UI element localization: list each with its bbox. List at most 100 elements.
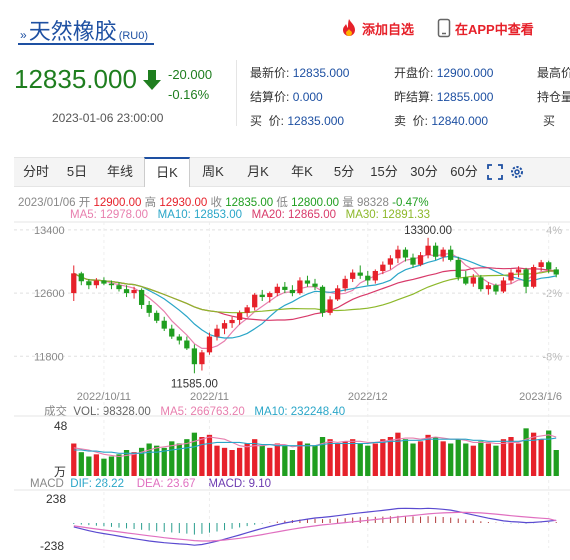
ask-value: 12840.000 <box>431 114 489 128</box>
hold-label: 持仓量 <box>537 90 570 104</box>
period-tabs: 分时 5日 年线 日K 周K 月K 年K 5分 15分 30分 60分 <box>14 157 570 187</box>
candle-body <box>259 294 265 298</box>
high-label: 最高价 <box>537 66 570 80</box>
volume-bar <box>448 443 454 476</box>
volume-bar <box>334 443 341 476</box>
candle-body <box>478 277 484 290</box>
candle-body <box>357 272 363 276</box>
candle-body <box>387 258 394 265</box>
ma30-value: MA30: 12891.33 <box>345 209 431 221</box>
tab-5min[interactable]: 5分 <box>333 164 355 179</box>
date-axis-label: 2022/11 <box>190 391 229 403</box>
volume-info: 成交 VOL: 98328.00 MA5: 266763.20 MA10: 23… <box>44 403 345 419</box>
volume-bar <box>131 452 137 476</box>
latest-value: 12835.000 <box>292 66 350 80</box>
volume-bar <box>267 447 273 476</box>
volume-bar <box>274 443 280 476</box>
candle-body <box>297 280 303 294</box>
arrow-down-icon <box>143 70 161 90</box>
open-label: 开盘价: <box>394 66 434 80</box>
ohlc-vol-label: 量 <box>342 197 354 209</box>
bid2-label: 买 <box>543 114 556 128</box>
ma5-value: MA5: 12978.00 <box>70 209 149 221</box>
candle-body <box>350 272 356 279</box>
tab-60min[interactable]: 60分 <box>450 164 478 179</box>
volume-bar <box>282 445 288 476</box>
volume-bar <box>417 441 424 476</box>
ohlc-vol: 98328 <box>356 197 389 209</box>
prev-settle-label: 昨结算: <box>394 90 434 104</box>
volume-bar <box>101 458 107 476</box>
tab-intraday[interactable]: 分时 <box>22 164 49 179</box>
tab-5day[interactable]: 5日 <box>66 164 88 179</box>
candle-body <box>365 275 371 281</box>
fullscreen-icon[interactable] <box>484 164 506 180</box>
change-percent: -0.16% <box>168 87 210 102</box>
volume-bar <box>508 437 514 476</box>
candle-body <box>146 304 152 313</box>
macd-dea-line <box>73 511 557 542</box>
ohlc-close: 12835.00 <box>225 197 274 209</box>
macd-dif-line <box>73 507 557 546</box>
tab-weekly-k[interactable]: 周K <box>202 164 224 179</box>
volume-bar <box>252 439 258 476</box>
volume-bar <box>236 447 243 476</box>
volume-bar <box>304 443 311 476</box>
volume-bar <box>530 432 537 476</box>
tab-yearline[interactable]: 年线 <box>106 164 133 179</box>
settle-label: 结算价: <box>250 90 290 104</box>
candle-body <box>138 289 145 305</box>
add-watchlist-button[interactable]: 添加自选 <box>340 18 414 38</box>
candle-body <box>161 320 167 329</box>
volume-tick-label: 48 <box>54 419 68 433</box>
instrument-title: » 天然橡胶 (RU0) <box>20 14 148 46</box>
tab-15min[interactable]: 15分 <box>370 164 398 179</box>
macd-tick-label: 238 <box>46 492 66 506</box>
volume-bar <box>154 445 160 476</box>
candle-body <box>289 289 296 294</box>
price-tick-label: 12600 <box>34 288 65 300</box>
quote-divider <box>236 60 237 126</box>
macd-value: MACD: 9.10 <box>208 478 271 490</box>
candle-body <box>410 257 416 265</box>
candle-body <box>327 299 333 313</box>
prev-settle-value: 12855.000 <box>436 90 494 104</box>
volume-bar <box>199 437 205 476</box>
tab-yearly-k[interactable]: 年K <box>291 164 313 179</box>
candle-body <box>538 262 544 268</box>
settings-icon[interactable] <box>506 164 528 180</box>
price-tick-label: 11800 <box>34 351 64 363</box>
candle-body <box>267 293 273 298</box>
candle-body <box>493 285 499 292</box>
tab-monthly-k[interactable]: 月K <box>247 164 269 179</box>
tab-daily-k[interactable]: 日K <box>144 157 190 187</box>
volume-ma10-line <box>73 437 557 454</box>
volume-bar <box>455 439 461 476</box>
candle-body <box>123 289 130 294</box>
volume-bar <box>350 439 356 476</box>
ma30-line <box>73 269 557 314</box>
high-annotation: 13300.00 <box>404 225 452 237</box>
candle-body <box>86 281 92 286</box>
page-header: » 天然橡胶 (RU0) 添加自选 在APP中查看 <box>0 0 570 46</box>
view-in-app-label: 在APP中查看 <box>455 21 534 37</box>
candle-body <box>184 340 190 349</box>
candle-body <box>342 278 348 289</box>
view-in-app-button[interactable]: 在APP中查看 <box>437 18 534 38</box>
candle-body <box>154 312 160 321</box>
date-axis-label: 2023/1/6 <box>519 391 562 403</box>
volume-bar <box>78 452 84 476</box>
candle-body <box>101 280 107 284</box>
quote-column-1: 最新价: 12835.000 结算价: 0.000 买 价: 12835.000 <box>250 61 349 133</box>
tab-30min[interactable]: 30分 <box>410 164 438 179</box>
candle-body <box>191 348 198 365</box>
volume-bar <box>538 439 544 476</box>
open-value: 12900.000 <box>436 66 494 80</box>
volume-bar <box>485 443 492 476</box>
candle-body <box>93 280 100 286</box>
volume-bar <box>176 443 182 476</box>
volume-bar <box>553 450 559 476</box>
ohlc-info: 2023/01/06 开 12900.00 高 12930.00 收 12835… <box>18 194 429 210</box>
candle-body <box>78 273 84 282</box>
